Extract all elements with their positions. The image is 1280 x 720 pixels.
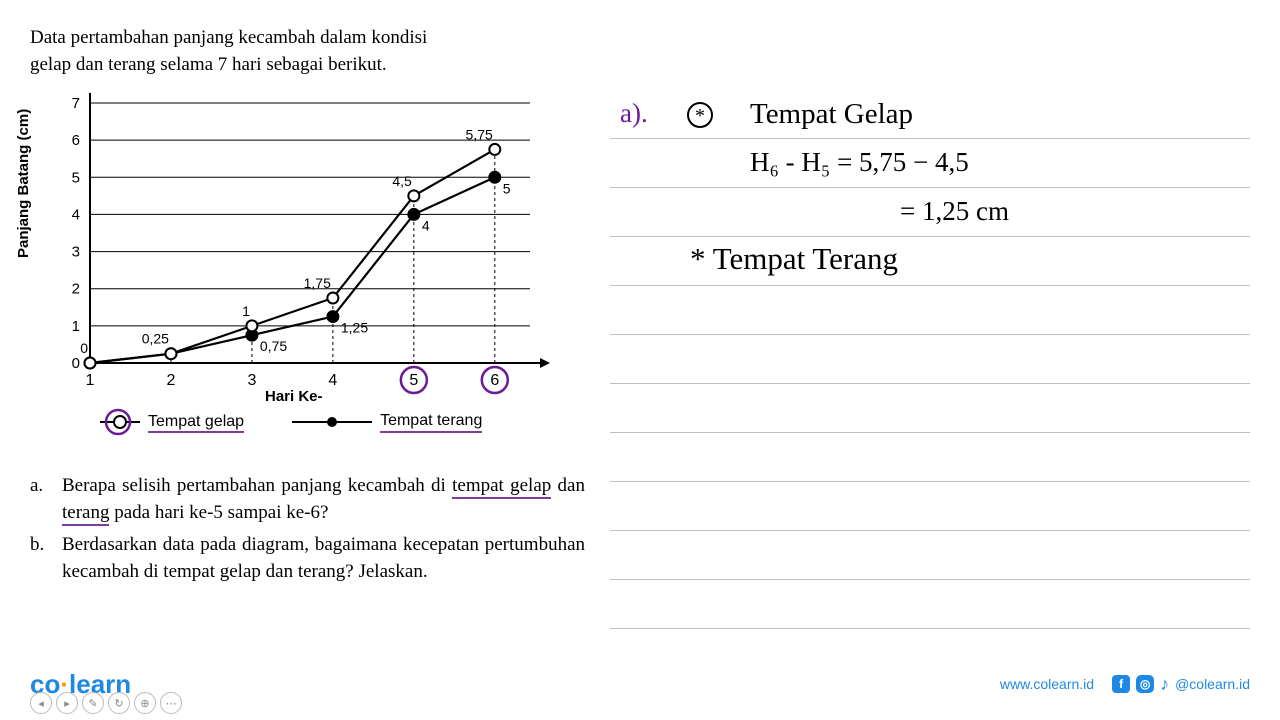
svg-text:4: 4 [72, 207, 80, 224]
hw-tempat-gelap: Tempat Gelap [750, 98, 913, 131]
svg-text:0,75: 0,75 [260, 338, 287, 354]
instagram-icon: ◎ [1136, 675, 1154, 693]
nav-redo[interactable]: ↻ [108, 692, 130, 714]
q-b-body: Berdasarkan data pada diagram, bagaimana… [62, 532, 585, 585]
nav-pen[interactable]: ✎ [82, 692, 104, 714]
svg-text:0: 0 [80, 340, 88, 356]
facebook-icon: f [1112, 675, 1130, 693]
hw-a-label: a). [620, 98, 648, 129]
y-axis-label: Panjang Batang (cm) [15, 109, 32, 258]
svg-text:6: 6 [490, 372, 499, 389]
legend-terang: Tempat terang [380, 412, 482, 433]
svg-text:3: 3 [72, 244, 80, 261]
svg-text:5: 5 [72, 169, 80, 186]
svg-text:1,25: 1,25 [341, 320, 368, 336]
svg-text:4: 4 [422, 218, 430, 234]
svg-text:1: 1 [86, 372, 95, 389]
svg-text:0,25: 0,25 [142, 331, 169, 347]
svg-text:4: 4 [328, 372, 337, 389]
q-a-body: Berapa selisih pertambahan panjang kecam… [62, 473, 585, 526]
svg-text:5,75: 5,75 [466, 127, 493, 143]
nav-next[interactable]: ▸ [56, 692, 78, 714]
svg-text:1: 1 [72, 318, 80, 335]
legend-gelap: Tempat gelap [148, 413, 244, 431]
tiktok-icon: ♪ [1160, 674, 1169, 695]
svg-text:3: 3 [247, 372, 256, 389]
right-panel: a). * Tempat Gelap H₆ - H₅ = 5,75 − 4,5 … [610, 90, 1250, 629]
svg-text:*: * [695, 105, 705, 127]
svg-text:2: 2 [167, 372, 176, 389]
problem-statement: Data pertambahan panjang kecambah dalam … [30, 25, 585, 78]
svg-text:0: 0 [72, 355, 80, 372]
q-a-letter: a. [30, 473, 62, 526]
svg-text:5: 5 [409, 372, 418, 389]
left-panel: Data pertambahan panjang kecambah dalam … [30, 25, 585, 586]
line-chart: Panjang Batang (cm) Hari Ke- 01234567123… [30, 93, 560, 413]
svg-text:5: 5 [503, 180, 511, 196]
nav-controls: ◂ ▸ ✎ ↻ ⊕ ⋯ [30, 692, 182, 714]
asterisk-circle-icon: * [685, 100, 715, 130]
footer: co·learn www.colearn.id f ◎ ♪ @colearn.i… [0, 660, 1280, 708]
footer-url: www.colearn.id [1000, 676, 1094, 692]
svg-text:7: 7 [72, 95, 80, 112]
hw-eq1: H₆ - H₅ = 5,75 − 4,5 [750, 147, 969, 178]
chart-legend: Tempat gelap Tempat terang [100, 411, 482, 433]
svg-text:2: 2 [72, 281, 80, 298]
nav-prev[interactable]: ◂ [30, 692, 52, 714]
footer-right: www.colearn.id f ◎ ♪ @colearn.id [1000, 674, 1250, 695]
hw-tempat-terang: * Tempat Terang [690, 241, 898, 277]
svg-text:1: 1 [242, 303, 250, 319]
chart-svg: 012345671234560,751,254500,2511,754,55,7… [30, 93, 560, 413]
footer-handle: @colearn.id [1175, 676, 1250, 692]
hw-eq2: = 1,25 cm [900, 196, 1009, 227]
x-axis-label: Hari Ke- [265, 388, 323, 405]
problem-line2: gelap dan terang selama 7 hari sebagai b… [30, 52, 585, 79]
nav-zoom[interactable]: ⊕ [134, 692, 156, 714]
questions-block: a. Berapa selisih pertambahan panjang ke… [30, 473, 585, 585]
q-b-letter: b. [30, 532, 62, 585]
nav-more[interactable]: ⋯ [160, 692, 182, 714]
svg-text:6: 6 [72, 132, 80, 149]
problem-line1: Data pertambahan panjang kecambah dalam … [30, 25, 585, 52]
svg-text:1,75: 1,75 [304, 275, 331, 291]
svg-text:4,5: 4,5 [392, 173, 412, 189]
